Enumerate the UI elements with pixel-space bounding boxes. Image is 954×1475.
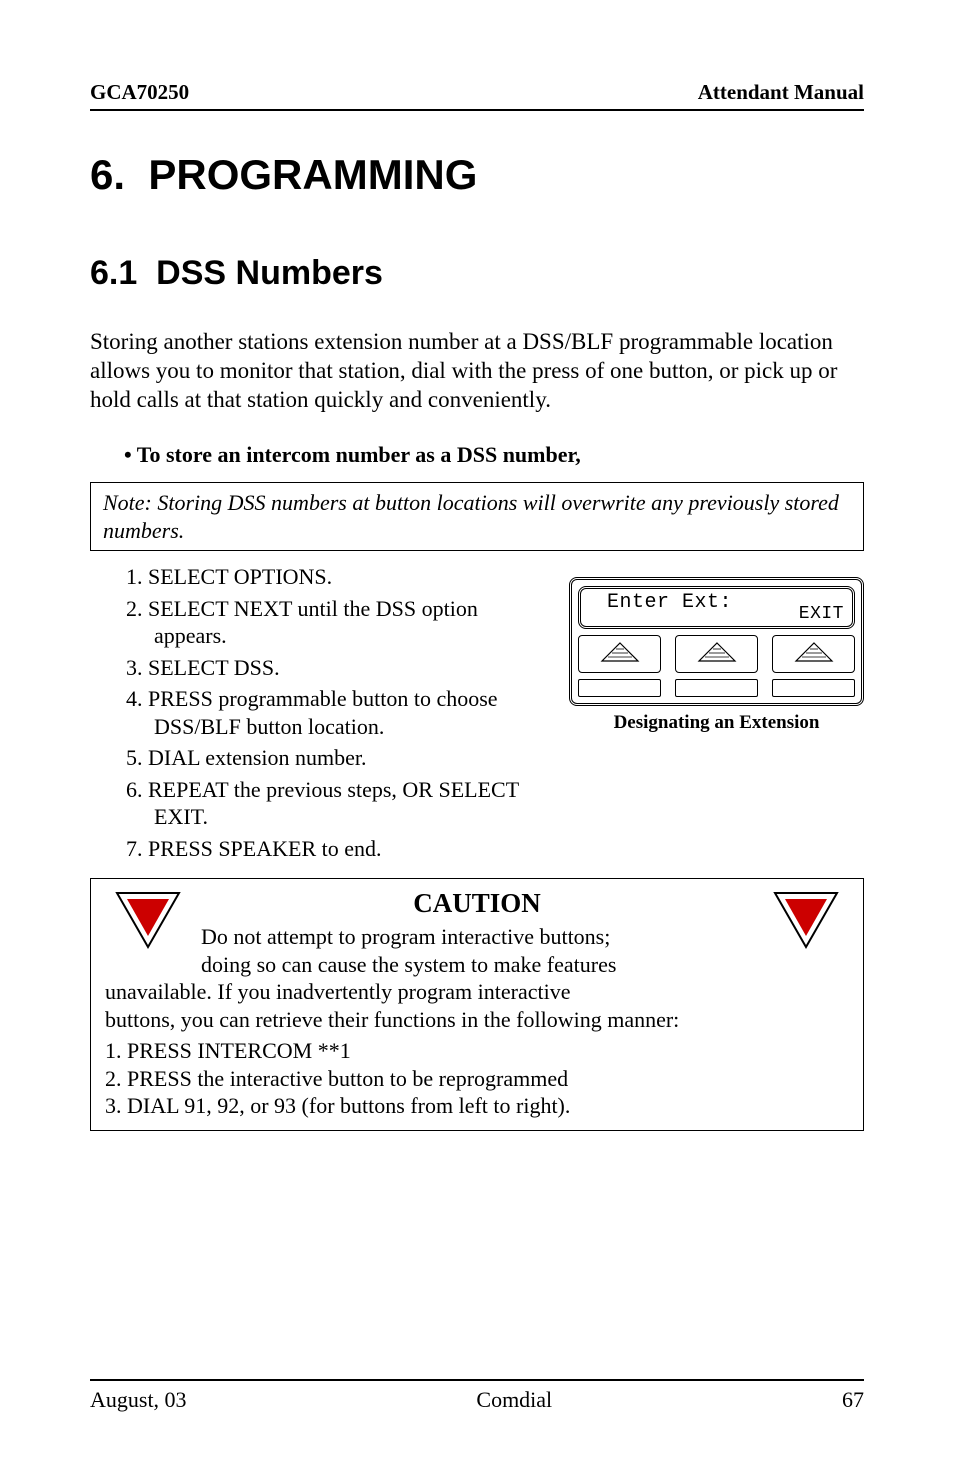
intro-paragraph: Storing another stations extension numbe… <box>90 328 864 414</box>
footer-page-number: 67 <box>842 1387 864 1413</box>
triangle-up-icon <box>794 641 834 668</box>
step-item: 1. SELECT OPTIONS. <box>90 563 547 591</box>
step-item: 3. SELECT DSS. <box>90 654 547 682</box>
lcd-exit-label: EXIT <box>799 604 844 624</box>
caution-line: buttons, you can retrieve their function… <box>105 1007 679 1032</box>
phone-button <box>578 679 661 697</box>
caution-body: Do not attempt to program interactive bu… <box>105 923 849 1033</box>
step-item: 7. PRESS SPEAKER to end. <box>90 835 547 863</box>
step-item: 2. SELECT NEXT until the DSS option appe… <box>90 595 547 650</box>
section-title: 6.1 DSS Numbers <box>90 254 864 293</box>
chapter-number: 6. <box>90 151 125 198</box>
page-header: GCA70250 Attendant Manual <box>90 80 864 111</box>
lcd-display: Enter Ext: EXIT <box>578 586 855 629</box>
phone-panel: Enter Ext: EXIT <box>569 577 864 706</box>
caution-step: 2. PRESS the interactive button to be re… <box>105 1065 849 1093</box>
caution-steps: 1. PRESS INTERCOM **1 2. PRESS the inter… <box>105 1037 849 1120</box>
softkey-button <box>675 635 758 673</box>
softkey-button <box>772 635 855 673</box>
button-row <box>578 673 855 697</box>
figure: Enter Ext: EXIT <box>569 563 864 866</box>
softkey-row <box>578 635 855 673</box>
chapter-title: 6. PROGRAMMING <box>90 151 864 199</box>
phone-button <box>772 679 855 697</box>
triangle-up-icon <box>697 641 737 668</box>
caution-heading: CAUTION <box>105 887 849 921</box>
step-item: 5. DIAL extension number. <box>90 744 547 772</box>
caution-line: unavailable. If you inadvertently progra… <box>105 979 570 1004</box>
page-footer: August, 03 Comdial 67 <box>90 1379 864 1413</box>
caution-line: Do not attempt to program interactive bu… <box>105 923 849 951</box>
chapter-name: PROGRAMMING <box>148 151 477 198</box>
phone-button <box>675 679 758 697</box>
caution-step: 3. DIAL 91, 92, or 93 (for buttons from … <box>105 1092 849 1120</box>
footer-brand: Comdial <box>476 1387 552 1413</box>
header-right: Attendant Manual <box>698 80 864 105</box>
procedure-heading: • To store an intercom number as a DSS n… <box>124 442 864 468</box>
caution-box: CAUTION Do not attempt to program intera… <box>90 878 864 1130</box>
header-left: GCA70250 <box>90 80 189 105</box>
section-number: 6.1 <box>90 254 137 292</box>
caution-line: doing so can cause the system to make fe… <box>105 951 849 979</box>
footer-date: August, 03 <box>90 1387 187 1413</box>
procedure-steps: 1. SELECT OPTIONS. 2. SELECT NEXT until … <box>90 563 547 866</box>
caution-step: 1. PRESS INTERCOM **1 <box>105 1037 849 1065</box>
caution-triangle-icon <box>113 889 183 958</box>
figure-caption: Designating an Extension <box>569 712 864 734</box>
lcd-prompt: Enter Ext: <box>589 591 732 624</box>
note-box: Note: Storing DSS numbers at button loca… <box>90 482 864 551</box>
triangle-up-icon <box>600 641 640 668</box>
caution-triangle-icon <box>771 889 841 958</box>
section-name: DSS Numbers <box>156 254 383 292</box>
step-item: 4. PRESS programmable button to choose D… <box>90 685 547 740</box>
softkey-button <box>578 635 661 673</box>
step-item: 6. REPEAT the previous steps, OR SELECT … <box>90 776 547 831</box>
